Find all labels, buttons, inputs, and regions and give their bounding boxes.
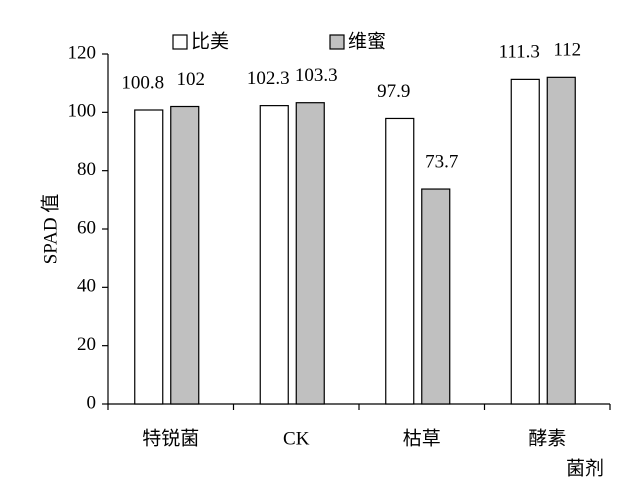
x-tick-label: 枯草 bbox=[403, 427, 441, 449]
bar bbox=[510, 78, 540, 405]
legend-swatch bbox=[172, 34, 188, 50]
y-axis-label: SPAD 值 bbox=[39, 194, 61, 265]
x-tick-label: CK bbox=[283, 428, 310, 449]
y-tick-label: 100 bbox=[68, 101, 97, 122]
y-tick-label: 20 bbox=[77, 334, 96, 355]
legend-label: 维蜜 bbox=[348, 30, 386, 52]
value-label: 103.3 bbox=[295, 65, 338, 86]
value-label: 112 bbox=[553, 40, 581, 61]
legend-swatch bbox=[329, 34, 345, 50]
bar bbox=[421, 188, 451, 405]
y-tick-label: 120 bbox=[68, 42, 97, 63]
value-label: 73.7 bbox=[425, 151, 458, 172]
value-label: 111.3 bbox=[499, 42, 540, 63]
legend-label: 比美 bbox=[191, 30, 229, 52]
value-label: 100.8 bbox=[121, 72, 164, 93]
y-tick-label: 40 bbox=[77, 276, 96, 297]
y-tick-label: 0 bbox=[87, 392, 97, 413]
y-tick-label: 80 bbox=[77, 159, 96, 180]
bar bbox=[546, 76, 576, 405]
x-tick-label: 酵素 bbox=[528, 427, 566, 449]
value-label: 102 bbox=[177, 69, 206, 90]
x-tick-label: 特锐菌 bbox=[142, 427, 199, 449]
x-axis-label: 菌剂 bbox=[566, 457, 604, 479]
bar bbox=[385, 117, 415, 405]
y-tick-label: 60 bbox=[77, 217, 96, 238]
bar bbox=[259, 105, 289, 405]
bar bbox=[170, 105, 200, 405]
bar bbox=[134, 109, 164, 405]
bar bbox=[295, 102, 325, 405]
value-label: 97.9 bbox=[377, 81, 410, 102]
value-label: 102.3 bbox=[247, 68, 290, 89]
